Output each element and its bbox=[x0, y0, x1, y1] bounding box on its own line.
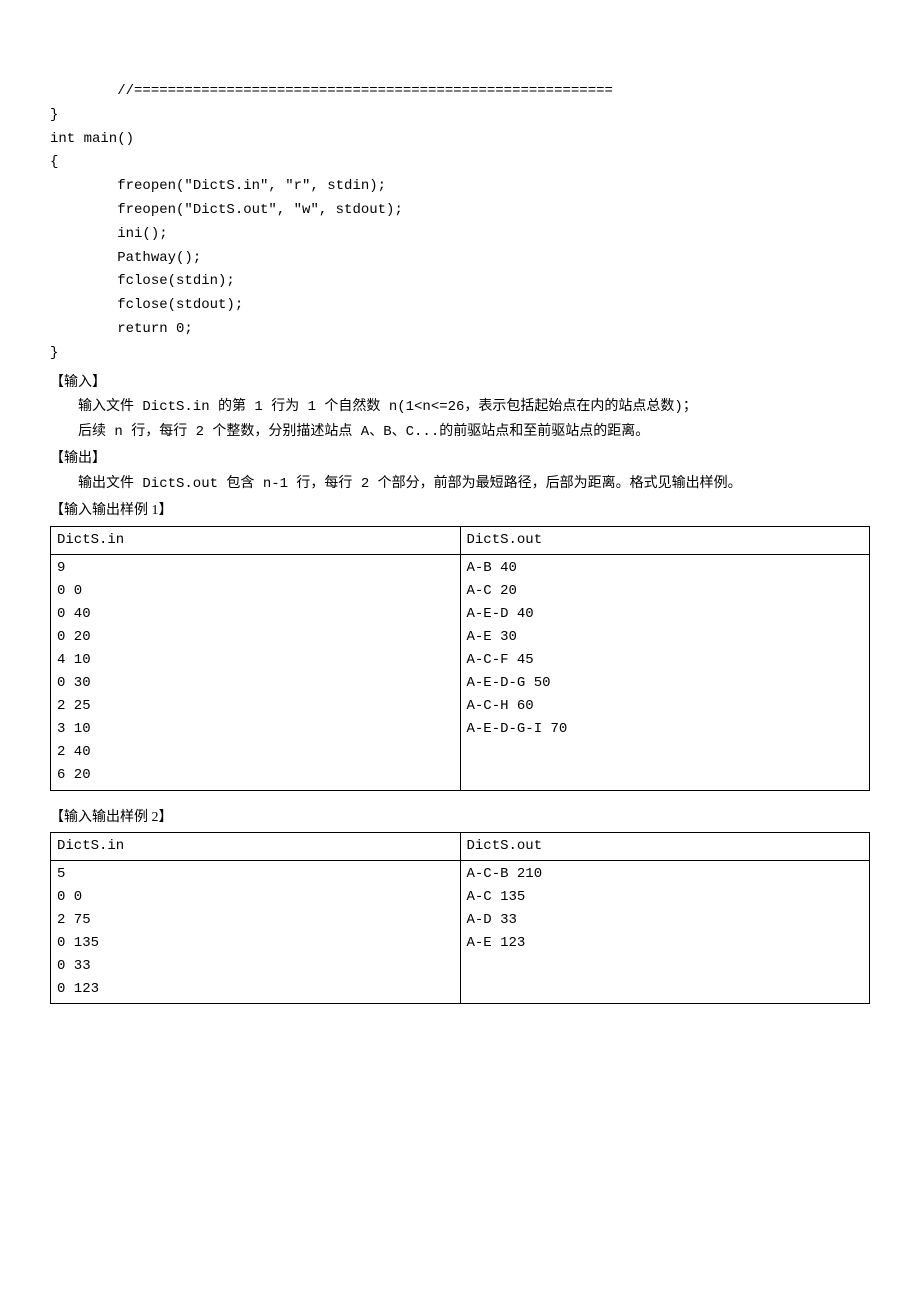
in-line: 0 20 bbox=[57, 626, 454, 649]
out-line: A-E-D-G-I 70 bbox=[467, 718, 864, 741]
input-description-2: 后续 n 行，每行 2 个整数，分别描述站点 A、B、C...的前驱站点和至前驱… bbox=[50, 420, 870, 445]
in-line: 0 135 bbox=[57, 932, 454, 955]
code-line: //======================================… bbox=[50, 83, 613, 99]
in-line: 0 33 bbox=[57, 955, 454, 978]
in-line: 6 20 bbox=[57, 764, 454, 787]
table-header-in: DictS.in bbox=[51, 526, 461, 554]
out-line: A-D 33 bbox=[467, 909, 864, 932]
in-line: 0 40 bbox=[57, 603, 454, 626]
table-header-out: DictS.out bbox=[460, 526, 870, 554]
sample2-heading: 【输入输出样例 2】 bbox=[50, 805, 870, 830]
in-line: 0 0 bbox=[57, 580, 454, 603]
out-line: A-B 40 bbox=[467, 557, 864, 580]
out-line: A-E-D 40 bbox=[467, 603, 864, 626]
code-line: Pathway(); bbox=[50, 250, 201, 266]
table-header-row: DictS.in DictS.out bbox=[51, 526, 870, 554]
input-line2-text: 后续 n 行，每行 2 个整数，分别描述站点 A、B、C...的前驱站点和至前驱… bbox=[78, 424, 649, 440]
code-line: int main() bbox=[50, 131, 134, 147]
in-line: 9 bbox=[57, 557, 454, 580]
out-line: A-C 20 bbox=[467, 580, 864, 603]
code-line: freopen("DictS.out", "w", stdout); bbox=[50, 202, 403, 218]
code-line: { bbox=[50, 154, 58, 170]
code-line: freopen("DictS.in", "r", stdin); bbox=[50, 178, 386, 194]
sample1-table: DictS.in DictS.out 9 0 0 0 40 0 20 4 10 … bbox=[50, 526, 870, 791]
out-line: A-C-B 210 bbox=[467, 863, 864, 886]
table-in-cell: 9 0 0 0 40 0 20 4 10 0 30 2 25 3 10 2 40… bbox=[51, 554, 461, 790]
in-line: 0 123 bbox=[57, 978, 454, 1001]
table-header-in: DictS.in bbox=[51, 832, 461, 860]
in-line: 0 30 bbox=[57, 672, 454, 695]
input-line1-text: 输入文件 DictS.in 的第 1 行为 1 个自然数 n(1<n<=26，表… bbox=[78, 399, 697, 415]
in-line: 3 10 bbox=[57, 718, 454, 741]
out-line: A-C-F 45 bbox=[467, 649, 864, 672]
table-data-row: 5 0 0 2 75 0 135 0 33 0 123 A-C-B 210 A-… bbox=[51, 860, 870, 1004]
table-out-cell: A-B 40 A-C 20 A-E-D 40 A-E 30 A-C-F 45 A… bbox=[460, 554, 870, 790]
out-line: A-E 30 bbox=[467, 626, 864, 649]
table-header-row: DictS.in DictS.out bbox=[51, 832, 870, 860]
sample2-table: DictS.in DictS.out 5 0 0 2 75 0 135 0 33… bbox=[50, 832, 870, 1005]
output-description: 输出文件 DictS.out 包含 n-1 行，每行 2 个部分，前部为最短路径… bbox=[50, 472, 870, 497]
in-line: 0 0 bbox=[57, 886, 454, 909]
code-line: return 0; bbox=[50, 321, 193, 337]
table-header-out: DictS.out bbox=[460, 832, 870, 860]
output-heading: 【输出】 bbox=[50, 446, 870, 471]
code-block: //======================================… bbox=[50, 80, 870, 366]
sample1-heading: 【输入输出样例 1】 bbox=[50, 498, 870, 523]
output-line1-text: 输出文件 DictS.out 包含 n-1 行，每行 2 个部分，前部为最短路径… bbox=[78, 476, 742, 492]
out-line: A-C 135 bbox=[467, 886, 864, 909]
in-line: 2 40 bbox=[57, 741, 454, 764]
code-line: } bbox=[50, 107, 58, 123]
code-line: fclose(stdin); bbox=[50, 273, 235, 289]
in-line: 2 75 bbox=[57, 909, 454, 932]
out-line: A-C-H 60 bbox=[467, 695, 864, 718]
input-description-1: 输入文件 DictS.in 的第 1 行为 1 个自然数 n(1<n<=26，表… bbox=[50, 395, 870, 420]
in-line: 5 bbox=[57, 863, 454, 886]
in-line: 2 25 bbox=[57, 695, 454, 718]
table-in-cell: 5 0 0 2 75 0 135 0 33 0 123 bbox=[51, 860, 461, 1004]
code-line: fclose(stdout); bbox=[50, 297, 243, 313]
code-line: ini(); bbox=[50, 226, 168, 242]
out-line: A-E-D-G 50 bbox=[467, 672, 864, 695]
out-line: A-E 123 bbox=[467, 932, 864, 955]
code-line: } bbox=[50, 345, 58, 361]
input-heading: 【输入】 bbox=[50, 370, 870, 395]
in-line: 4 10 bbox=[57, 649, 454, 672]
table-data-row: 9 0 0 0 40 0 20 4 10 0 30 2 25 3 10 2 40… bbox=[51, 554, 870, 790]
table-out-cell: A-C-B 210 A-C 135 A-D 33 A-E 123 bbox=[460, 860, 870, 1004]
